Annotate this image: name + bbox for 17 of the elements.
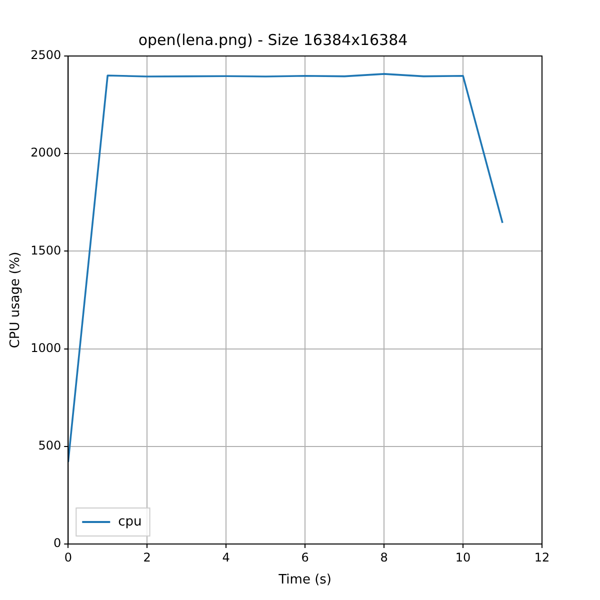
y-tick-label: 1000 bbox=[30, 340, 62, 355]
x-tick-label: 10 bbox=[455, 550, 471, 564]
legend-label: cpu bbox=[118, 514, 142, 530]
x-axis-title: Time (s) bbox=[278, 572, 332, 588]
x-tick-label: 4 bbox=[222, 550, 230, 564]
y-axis-title: CPU usage (%) bbox=[8, 252, 24, 348]
x-tick-label: 6 bbox=[301, 550, 309, 564]
x-tick-label: 0 bbox=[64, 550, 72, 564]
chart-title: open(lena.png) - Size 16384x16384 bbox=[138, 30, 408, 49]
y-tick-label: 2000 bbox=[30, 146, 62, 160]
y-tick-label: 2500 bbox=[30, 48, 62, 62]
y-tick-label: 1500 bbox=[30, 243, 62, 258]
x-tick-label: 12 bbox=[534, 550, 550, 564]
y-tick-label: 0 bbox=[54, 536, 62, 550]
y-tick-label: 500 bbox=[38, 438, 62, 453]
x-tick-label: 2 bbox=[143, 550, 151, 564]
x-tick-label: 8 bbox=[380, 550, 388, 564]
